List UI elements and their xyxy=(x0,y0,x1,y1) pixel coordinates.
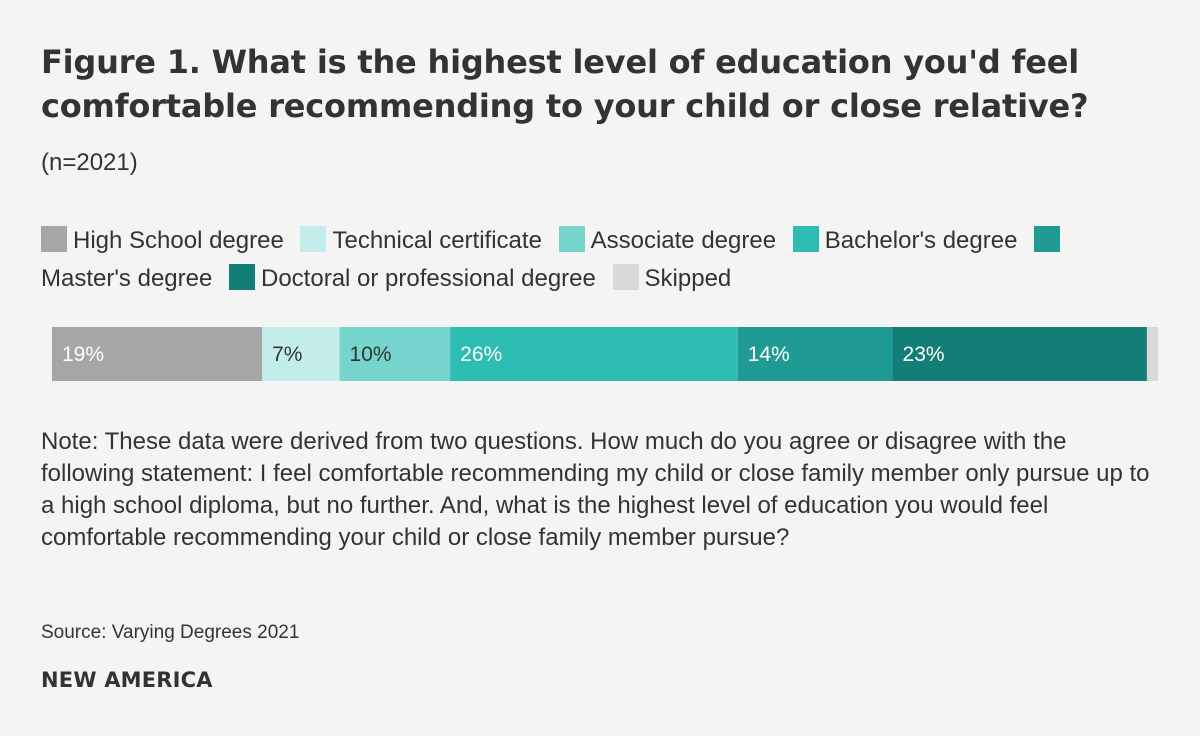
legend-item-masters: Master's degree xyxy=(41,226,1066,292)
bar-segment-3 xyxy=(450,327,738,381)
legend-label: Master's degree xyxy=(41,265,213,292)
legend: High School degree Technical certificate… xyxy=(41,222,1141,298)
legend-item-associate: Associate degree xyxy=(558,226,777,254)
legend-label: Technical certificate xyxy=(332,227,542,254)
legend-item-high-school: High School degree xyxy=(41,226,284,254)
legend-item-bachelors: Bachelor's degree xyxy=(792,226,1018,254)
brand-wordmark: NEW AMERICA xyxy=(41,668,213,692)
bar-data-label-2: 10% xyxy=(350,343,392,366)
bar-data-label-3: 26% xyxy=(460,343,502,366)
bar-data-label-1: 7% xyxy=(272,343,302,366)
legend-swatch xyxy=(1034,226,1061,252)
legend-item-doctoral: Doctoral or professional degree xyxy=(229,264,596,292)
chart-source: Source: Varying Degrees 2021 xyxy=(41,622,300,643)
legend-swatch xyxy=(300,226,327,252)
legend-swatch xyxy=(612,264,639,290)
bar-segment-6 xyxy=(1146,327,1158,381)
bar-data-label-4: 14% xyxy=(748,343,790,366)
legend-swatch xyxy=(792,226,819,252)
chart-title: Figure 1. What is the highest level of e… xyxy=(41,43,1089,125)
stacked-bar-chart: 19% 7% 10% 26% 14% 23% xyxy=(52,327,1158,381)
legend-swatch xyxy=(41,226,67,252)
bar-data-label-5: 23% xyxy=(903,343,945,366)
bar-segment-5 xyxy=(892,327,1147,381)
chart-note: Note: These data were derived from two q… xyxy=(41,428,1150,551)
bar-segment-4 xyxy=(737,327,893,381)
figure: Figure 1. What is the highest level of e… xyxy=(41,40,1161,298)
legend-swatch xyxy=(229,264,255,290)
bar-data-label-0: 19% xyxy=(62,343,104,366)
bar-segment-2 xyxy=(339,327,451,381)
legend-label: High School degree xyxy=(73,227,284,254)
bar-segment-1 xyxy=(262,327,340,381)
legend-label: Bachelor's degree xyxy=(824,227,1018,254)
legend-swatch xyxy=(558,226,585,252)
bar-segment-0 xyxy=(52,327,263,381)
legend-label: Doctoral or professional degree xyxy=(261,265,596,292)
legend-label: Skipped xyxy=(644,265,732,292)
chart-subtitle: (n=2021) xyxy=(41,149,138,176)
stacked-bar-svg: 19% 7% 10% 26% 14% 23% xyxy=(52,327,1158,381)
legend-item-technical-certificate: Technical certificate xyxy=(300,226,542,254)
legend-label: Associate degree xyxy=(590,227,777,254)
legend-item-skipped: Skipped xyxy=(612,264,732,292)
